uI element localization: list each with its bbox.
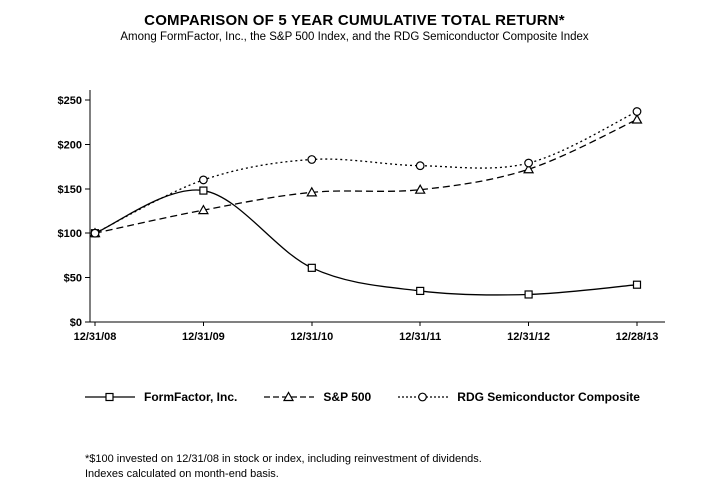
- square-marker-icon: [199, 186, 208, 195]
- x-tick-label: 12/28/13: [616, 331, 659, 343]
- legend-sample-dashed-triangle: [264, 391, 315, 402]
- legend-label-rdg: RDG Semiconductor Composite: [457, 390, 640, 404]
- circle-marker-icon: [632, 107, 642, 116]
- line-chart: $0 $50 $100 $150 $200 $250 12/31/08 12/31/09 12/…: [58, 90, 665, 343]
- x-tick-label: 12/31/12: [507, 331, 550, 343]
- x-tick-label: 12/31/08: [74, 331, 117, 343]
- x-tick-label: 12/31/11: [399, 331, 441, 343]
- square-marker-icon: [632, 280, 642, 289]
- triangle-marker-icon: [197, 204, 209, 215]
- y-tick-label: $250: [58, 95, 82, 107]
- footnote-line-1: *$100 invested on 12/31/08 in stock or i…: [85, 453, 482, 465]
- y-tick-label: $0: [70, 317, 82, 329]
- triangle-marker-icon: [414, 183, 426, 194]
- chart-subtitle: Among FormFactor, Inc., the S&P 500 Inde…: [120, 31, 589, 43]
- triangle-marker-icon: [283, 391, 295, 402]
- chart-title: COMPARISON OF 5 YEAR CUMULATIVE TOTAL RE…: [144, 12, 565, 29]
- square-marker-icon: [416, 286, 425, 296]
- x-tick-label: 12/31/10: [290, 331, 333, 343]
- legend-sample-dotted-circle: [398, 392, 449, 402]
- series-line-triangle: [94, 118, 638, 234]
- circle-marker-icon: [524, 158, 533, 168]
- y-tick-label: $150: [58, 184, 82, 196]
- x-tick-label: 12/31/09: [182, 331, 225, 343]
- y-tick-label: $50: [64, 273, 82, 285]
- legend-sample-solid-square: [85, 392, 135, 402]
- triangle-marker-icon: [523, 163, 535, 174]
- chart-footnote: *$100 invested on 12/31/08 in stock or i…: [85, 452, 482, 482]
- circle-marker-icon: [198, 175, 208, 185]
- triangle-marker-icon: [306, 186, 318, 197]
- legend-label-sp500: S&P 500: [323, 390, 372, 404]
- square-marker-icon: [524, 290, 533, 299]
- circle-marker-icon: [415, 161, 425, 171]
- circle-marker-icon: [418, 392, 428, 402]
- series-line-circle: [94, 110, 638, 234]
- y-tick-label: $200: [58, 139, 82, 151]
- circle-marker-icon: [307, 155, 317, 164]
- square-marker-icon: [307, 263, 316, 272]
- legend-label-formfactor: FormFactor, Inc.: [144, 390, 238, 404]
- legend-item-rdg: RDG Semiconductor Composite: [398, 390, 640, 404]
- triangle-marker-icon: [631, 113, 643, 124]
- circle-marker-icon: [90, 228, 100, 238]
- chart-legend: FormFactor, Inc. S&P 500 RDG Semiconduct…: [85, 390, 640, 404]
- footnote-line-2: Indexes calculated on month-end basis.: [85, 467, 279, 480]
- series-line-square: [94, 189, 638, 296]
- legend-item-sp500: S&P 500: [264, 390, 371, 404]
- y-tick-label: $100: [58, 228, 82, 240]
- square-marker-icon: [105, 392, 114, 402]
- legend-item-formfactor: FormFactor, Inc.: [85, 390, 237, 404]
